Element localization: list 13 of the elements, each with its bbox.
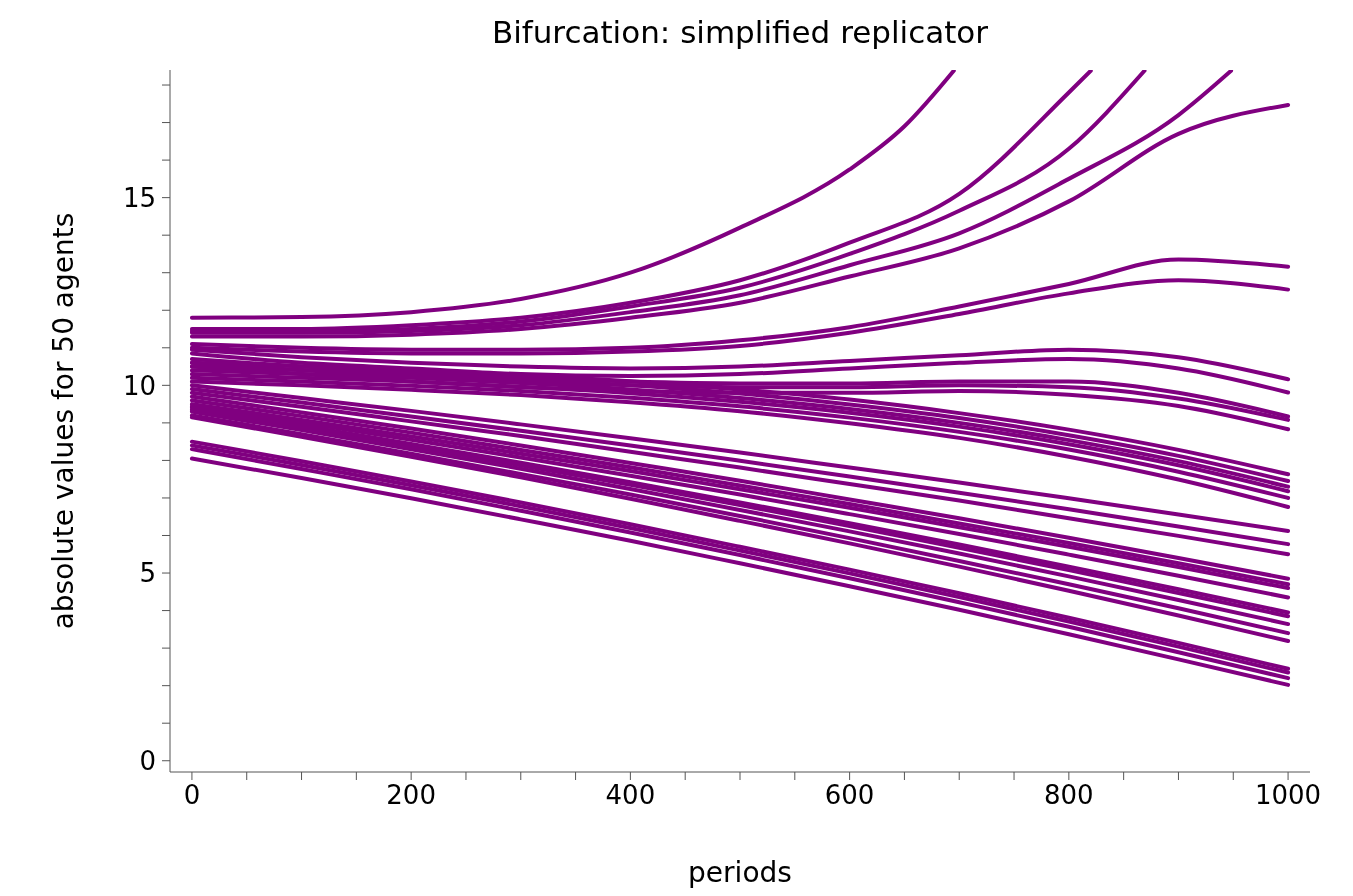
chart-title: Bifurcation: simplified replicator bbox=[490, 14, 990, 50]
x-tick-label: 400 bbox=[605, 780, 656, 811]
y-tick-label: 10 bbox=[122, 370, 156, 401]
y-tick-label: 0 bbox=[139, 745, 156, 776]
y-axis-title: absolute values for 50 agents bbox=[46, 211, 81, 632]
x-axis-title: periods bbox=[687, 856, 793, 889]
y-tick-label: 15 bbox=[122, 182, 156, 213]
x-tick-label: 800 bbox=[1044, 780, 1094, 811]
x-tick-label: 200 bbox=[386, 780, 436, 811]
x-tick-label: 600 bbox=[824, 780, 875, 811]
y-tick-label: 5 bbox=[139, 558, 156, 589]
x-tick-label: 0 bbox=[183, 780, 201, 811]
x-tick-label: 1000 bbox=[1254, 780, 1322, 811]
